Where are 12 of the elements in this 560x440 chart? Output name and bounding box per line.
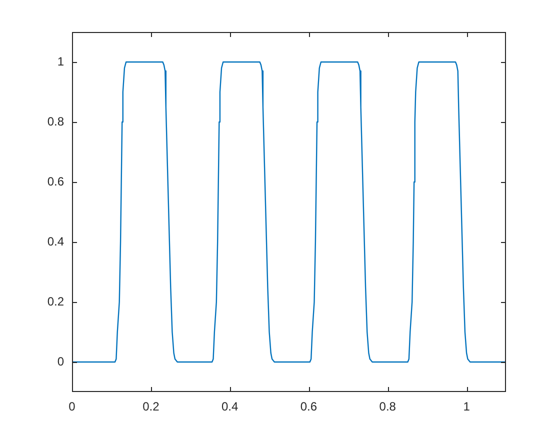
y-tick-label: 0.4 <box>47 234 64 248</box>
y-tick-label: 0.8 <box>47 114 64 128</box>
x-tick-label: 0.4 <box>221 400 238 414</box>
x-tick-label: 0 <box>68 400 76 414</box>
x-tick-label: 0.2 <box>142 400 160 414</box>
x-tick-label: 0.6 <box>300 400 318 414</box>
y-tick-label: 0.6 <box>47 174 64 188</box>
y-tick-label: 0 <box>57 354 64 368</box>
x-tick-label: 0.8 <box>379 400 396 414</box>
y-tick-label: 1 <box>57 54 64 68</box>
x-tick-label: 1 <box>463 400 470 414</box>
y-tick-label: 0.2 <box>47 294 64 308</box>
